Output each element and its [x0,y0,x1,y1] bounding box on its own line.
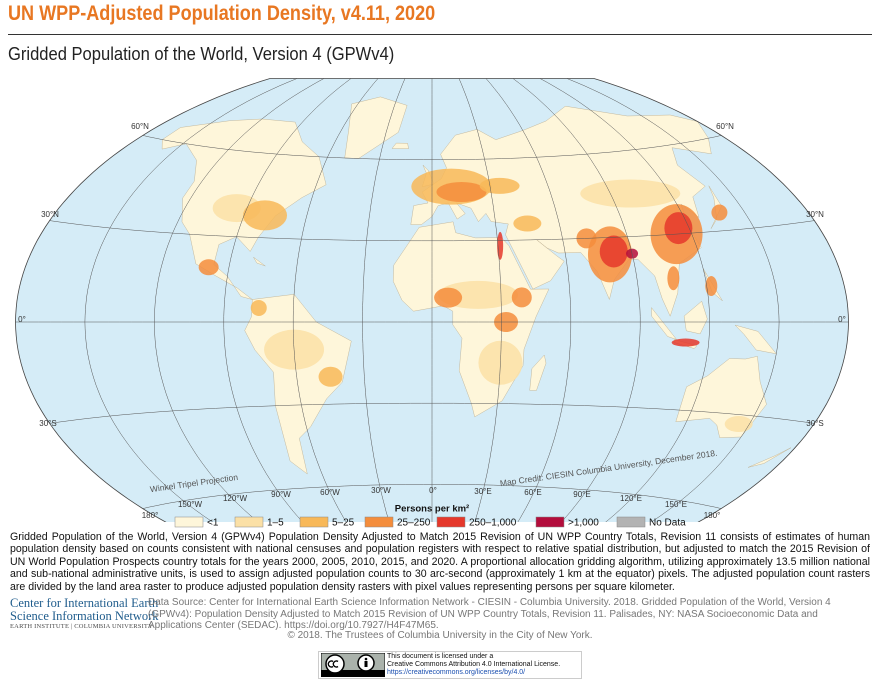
lat-label: 60°N [131,122,149,131]
cc-badge [321,653,385,677]
landmass [747,447,792,468]
landmass [529,354,547,391]
lon-label: 150°W [178,500,203,509]
lat-label: 60°N [716,122,734,131]
lon-label: 60°E [524,488,541,497]
license-text: This document is licensed under a Creati… [387,653,560,677]
legend-swatch [364,516,394,528]
density-area [511,287,532,308]
ciesin-logo: Center for International Earth Science I… [10,596,159,631]
lon-label: 150°E [665,500,687,509]
map-outline [15,78,849,522]
map: 60°N 30°N 0° 30°S 60°N 30°N 0° 30°S 180° 150°W 120… [15,78,849,529]
landmass [344,96,408,159]
title-rule [8,34,872,35]
density-area [705,276,718,297]
lat-label: 30°N [41,210,59,219]
density-area [580,179,681,208]
legend-swatch [535,516,565,528]
density-area [513,215,542,232]
legend-label: <1 [207,518,219,529]
landmass [734,324,777,355]
density-area [198,259,219,276]
lat-label: 0° [18,315,26,324]
legend-swatch [436,516,466,528]
parallel [142,484,722,509]
legend-swatch [234,516,264,528]
density-area [250,299,267,316]
lon-label: 0° [429,486,437,495]
license-link[interactable]: https://creativecommons.org/licenses/by/… [387,669,526,676]
lon-label: 60°W [320,488,340,497]
legend-swatch [299,516,329,528]
subtitle: Gridded Population of the World, Version… [8,44,395,64]
density-area [671,338,700,347]
lon-label: 120°E [620,494,642,503]
lon-label: 90°W [271,490,291,499]
landmass [651,306,678,340]
legend-label: 250–1,000 [469,518,517,529]
lon-label: 30°E [474,487,491,496]
landmass [683,300,708,335]
title: UN WPP-Adjusted Population Density, v4.1… [8,2,436,25]
legend-label: No Data [649,518,686,529]
legend-label: 5–25 [332,518,355,529]
map-body [15,78,849,522]
landmass [391,142,409,149]
legend-label: >1,000 [568,518,599,529]
lon-label: 180° [704,511,721,520]
landmass [410,105,712,317]
density-area [318,366,343,387]
density-area [667,266,680,291]
description: Gridded Population of the World, Version… [10,531,870,593]
data-source: Data Source: Center for International Ea… [148,597,831,631]
map-frame [15,78,849,522]
legend-swatch [174,516,204,528]
density-area [243,200,288,231]
legend-label: 25–250 [397,518,431,529]
density-area [724,416,753,433]
lat-label: 30°S [806,419,823,428]
lon-label: 180° [142,511,159,520]
lat-label: 30°N [806,210,824,219]
copyright: © 2018. The Trustees of Columbia Univers… [287,630,593,641]
legend-title: Persons per km² [395,504,469,515]
density-area [599,235,628,268]
lat-label: 0° [838,315,846,324]
parallel [142,135,722,160]
legend-label: 1–5 [267,518,284,529]
density-area [711,204,728,221]
landmass [253,257,266,267]
logo-line: Science Information Network [10,609,159,623]
parallel [49,220,815,242]
density-area [436,182,487,203]
legend-swatch [616,516,646,528]
density-area [434,287,463,308]
lon-label: 90°E [573,490,590,499]
logo-line: Center for International Earth [10,596,159,610]
logo-line: EARTH INSTITUTE | COLUMBIA UNIVERSITY [10,623,153,630]
parallel [49,402,815,424]
license-box: This document is licensed under a Creati… [318,651,582,679]
lat-label: 30°S [39,419,56,428]
license-line: This document is licensed under a [387,653,494,660]
license-line: Creative Commons Attribution 4.0 Interna… [387,661,561,668]
density-area [664,212,693,245]
lon-label: 120°W [223,494,248,503]
lon-label: 30°W [371,486,391,495]
density-area [479,177,520,194]
